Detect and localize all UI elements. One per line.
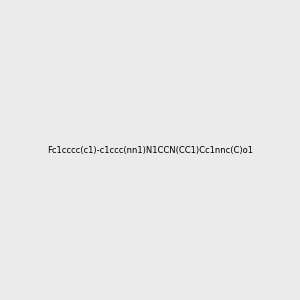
Text: Fc1cccc(c1)-c1ccc(nn1)N1CCN(CC1)Cc1nnc(C)o1: Fc1cccc(c1)-c1ccc(nn1)N1CCN(CC1)Cc1nnc(C…	[47, 146, 253, 154]
